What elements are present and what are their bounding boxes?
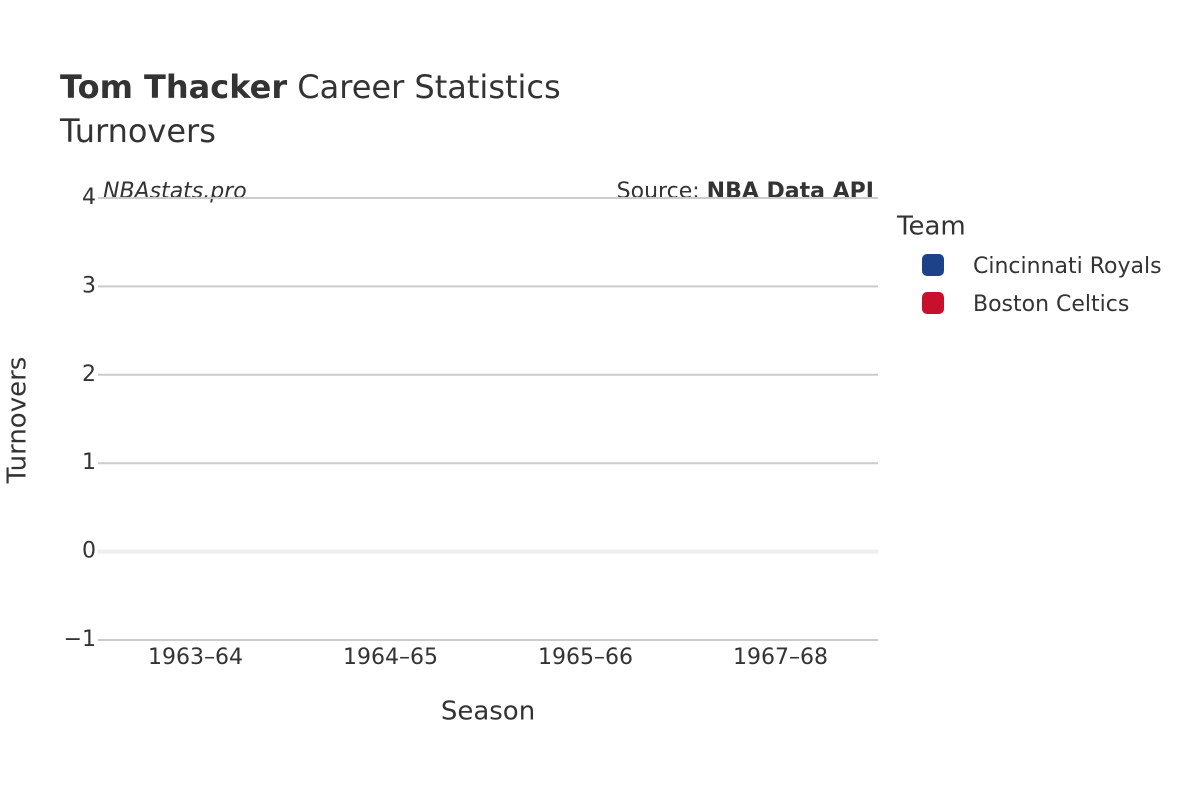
x-tick-label: 1964–65 xyxy=(343,645,438,670)
source-label: Source: xyxy=(617,179,700,204)
y-tick-label: 3 xyxy=(82,273,96,298)
source-name: NBA Data API xyxy=(707,179,874,204)
legend-title: Team xyxy=(896,212,966,242)
x-tick-label: 1965–66 xyxy=(538,645,633,670)
player-name: Tom Thacker xyxy=(60,68,287,106)
watermark: NBAstats.pro xyxy=(103,179,247,204)
x-tick-label: 1963–64 xyxy=(148,645,243,670)
title-text: Career Statistics xyxy=(297,68,560,106)
y-tick-label: −1 xyxy=(64,627,96,652)
y-axis-label: Turnovers xyxy=(3,357,33,485)
source: Source: NBA Data API xyxy=(617,179,874,204)
legend-swatch xyxy=(922,292,944,314)
x-axis-label: Season xyxy=(441,697,535,727)
y-tick-label: 2 xyxy=(82,362,96,387)
chart-title: Tom Thacker Career Statistics xyxy=(60,68,561,106)
y-tick-label: 4 xyxy=(82,185,96,210)
subtitle: Turnovers xyxy=(59,112,216,150)
legend-label: Boston Celtics xyxy=(973,292,1129,317)
y-tick-label: 1 xyxy=(82,450,96,475)
x-tick-label: 1967–68 xyxy=(733,645,828,670)
legend-swatch xyxy=(922,254,944,276)
legend-label: Cincinnati Royals xyxy=(973,254,1162,279)
y-tick-label: 0 xyxy=(82,539,96,564)
